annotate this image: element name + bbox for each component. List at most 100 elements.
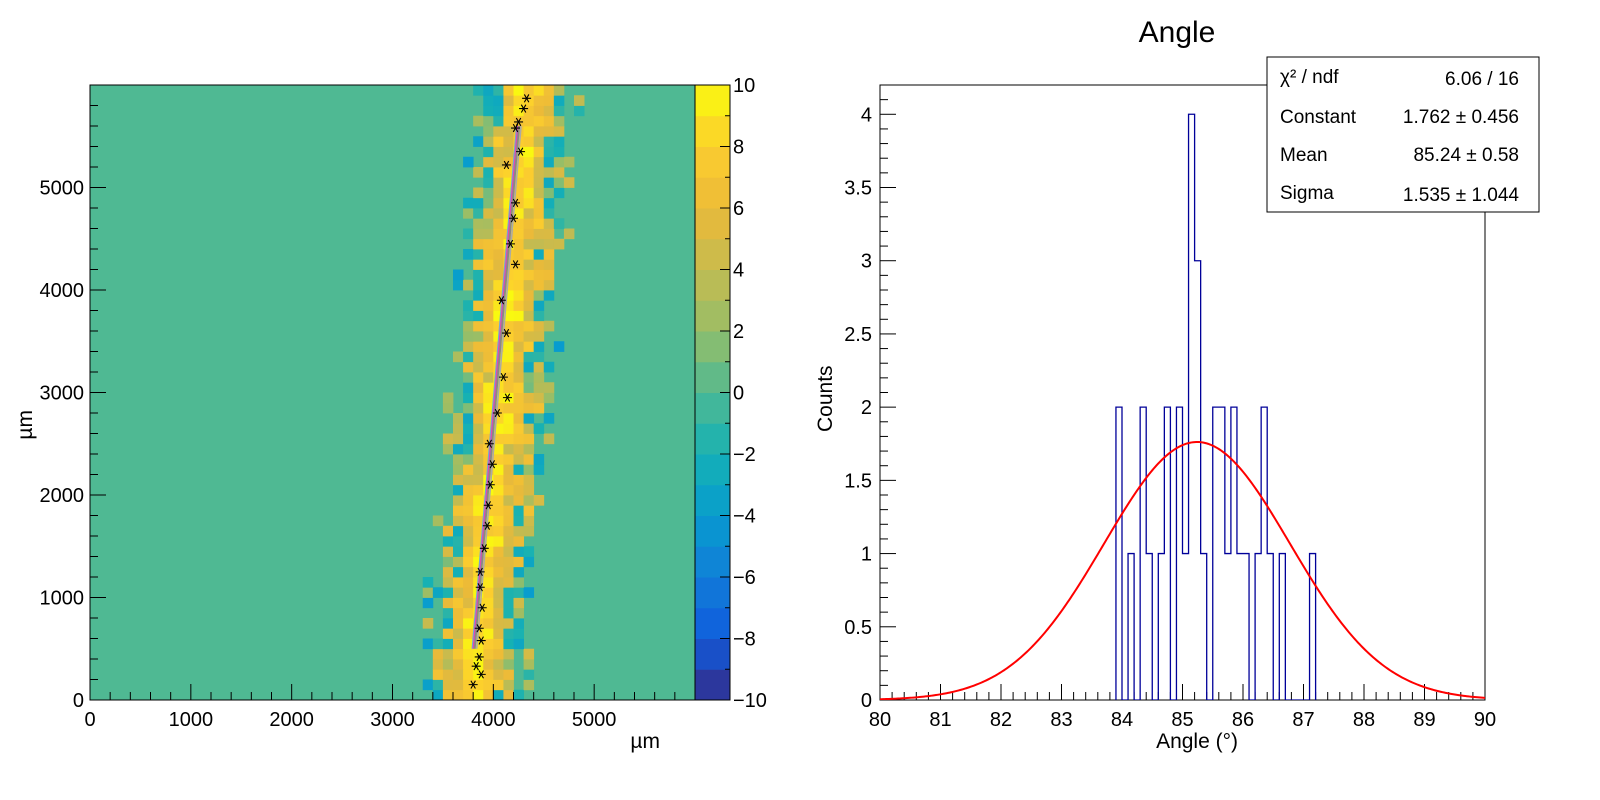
heatmap-cell <box>503 167 514 178</box>
colorbar-tick-label: 4 <box>733 260 744 282</box>
heatmap-cell <box>553 126 565 137</box>
heatmap-cell <box>483 167 494 178</box>
heatmap-cell <box>473 228 484 240</box>
heatmap-cell <box>533 146 545 158</box>
heatmap-cell <box>533 95 545 106</box>
heatmap-cell <box>543 320 555 332</box>
heatmap-cell <box>473 259 484 270</box>
heatmap-cell <box>493 679 504 691</box>
stats-box-frame <box>1266 56 1540 213</box>
heatmap-cell <box>442 607 454 619</box>
hit-marker <box>496 296 506 305</box>
colorbar-band <box>695 669 730 701</box>
heatmap-cell <box>523 392 535 404</box>
hit-marker <box>505 239 515 249</box>
hit-marker <box>483 501 493 510</box>
heatmap-cell <box>453 669 464 680</box>
heatmap-cell <box>483 115 494 127</box>
heatmap-cell <box>523 136 535 147</box>
heatmap-cell <box>483 351 494 363</box>
heatmap-cell <box>533 156 545 168</box>
heatmap-cell <box>543 208 555 219</box>
heatmap-cell <box>533 290 545 301</box>
heatmap-cell <box>463 536 474 547</box>
colorbar-band <box>695 484 730 516</box>
heatmap-cell <box>503 454 514 465</box>
heatmap-cell <box>574 105 585 117</box>
colorbar-band <box>695 85 730 117</box>
heatmap-cell <box>533 177 545 188</box>
heatmap-cell <box>503 515 514 527</box>
heatmap-cell <box>493 95 504 106</box>
heatmap-cell <box>463 228 474 240</box>
heatmap-cell <box>473 382 484 393</box>
heatmap-cell <box>553 156 565 168</box>
heatmap-cell <box>553 238 565 250</box>
heatmap-cell <box>503 136 514 147</box>
heatmap-cell <box>483 392 494 404</box>
heatmap-cell <box>513 413 524 424</box>
heatmap-cell <box>483 597 494 609</box>
heatmap-cell <box>513 587 524 598</box>
heatmap-cell <box>432 659 444 670</box>
heatmap-cell <box>453 505 464 516</box>
heatmap-cell <box>513 597 524 609</box>
fit-stats-box: χ² / ndf 6.06 / 16 Constant 1.762 ± 0.45… <box>1266 56 1540 213</box>
heatmap-cell <box>533 136 545 147</box>
histogram-y-tick-label: 0.5 <box>844 617 872 639</box>
heatmap-cell <box>493 115 504 127</box>
heatmap-cell <box>463 249 474 260</box>
heatmap-cell <box>453 638 464 650</box>
heatmap-x-tick-label: 5000 <box>572 709 617 731</box>
heatmap-cell <box>463 659 474 670</box>
heatmap-cell <box>523 351 535 363</box>
heatmap-y-tick-label: 5000 <box>40 178 85 200</box>
colorbar-tick-label: −8 <box>733 629 756 651</box>
heatmap-cell <box>473 197 484 209</box>
heatmap-cell <box>422 597 434 609</box>
hit-marker <box>511 260 521 269</box>
colorbar-tick-label: −10 <box>733 690 767 712</box>
heatmap-cell <box>523 474 535 486</box>
heatmap-cell <box>503 525 514 537</box>
heatmap-cell <box>533 464 545 475</box>
heatmap-cell <box>503 290 514 301</box>
heatmap-cell <box>483 208 494 219</box>
heatmap-cell <box>473 392 484 404</box>
heatmap-cell <box>463 679 474 691</box>
heatmap-cell <box>453 659 464 670</box>
heatmap-cell <box>533 85 545 96</box>
heatmap-cell <box>483 495 494 506</box>
heatmap-cell <box>442 577 454 588</box>
heatmap-cell <box>473 372 484 383</box>
heatmap-cell <box>453 433 464 445</box>
heatmap-cell <box>503 115 514 127</box>
heatmap-cell <box>473 300 484 311</box>
heatmap-cell <box>493 525 504 537</box>
heatmap-cell <box>463 474 474 486</box>
heatmap-cell <box>513 495 524 506</box>
heatmap-cell <box>503 638 514 650</box>
heatmap-cell <box>483 177 494 188</box>
heatmap-cell <box>422 577 434 588</box>
heatmap-cell <box>503 659 514 670</box>
stats-value-chi2: 6.06 / 16 <box>1445 69 1519 90</box>
colorbar-tick-label: 10 <box>733 75 755 97</box>
heatmap-cell <box>483 413 494 424</box>
heatmap-cell <box>503 546 514 557</box>
heatmap-cell <box>533 310 545 322</box>
heatmap-cell <box>483 218 494 229</box>
heatmap-cell <box>533 167 545 178</box>
heatmap-cell <box>463 331 474 342</box>
heatmap-cell <box>513 136 524 147</box>
heatmap-cell <box>523 587 535 598</box>
heatmap-cell <box>463 556 474 568</box>
heatmap-cell <box>513 320 524 332</box>
heatmap-cell <box>483 556 494 568</box>
heatmap-cell <box>493 505 504 516</box>
heatmap-cell <box>503 372 514 383</box>
colorbar-band <box>695 515 730 547</box>
heatmap-cell <box>513 187 524 199</box>
heatmap-cell <box>473 689 484 700</box>
heatmap-x-tick-label: 3000 <box>370 709 415 731</box>
